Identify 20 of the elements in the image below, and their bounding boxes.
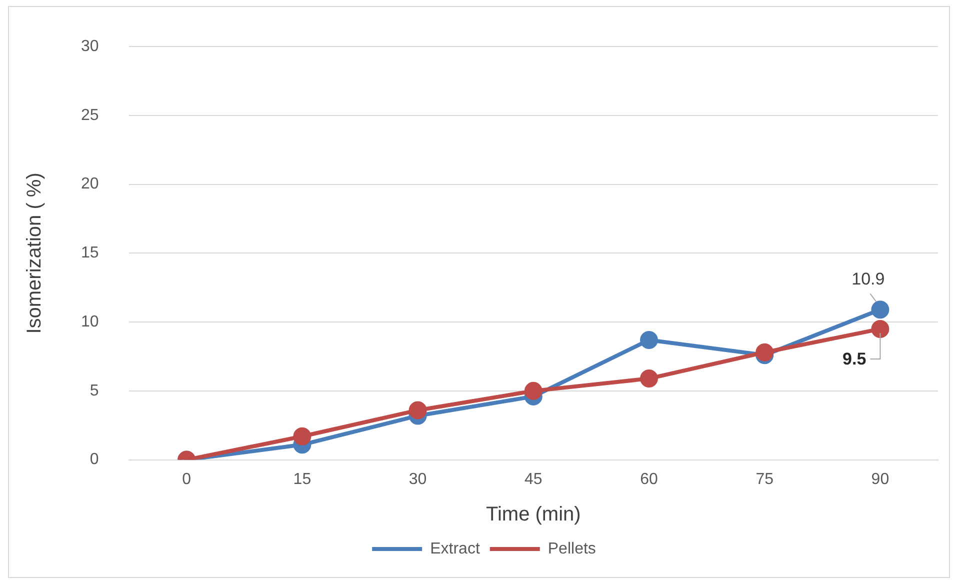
data-label: 10.9 (852, 269, 885, 288)
legend-label: Extract (430, 540, 480, 558)
x-tick-label: 0 (182, 470, 192, 488)
y-tick-label: 15 (81, 244, 99, 262)
x-tick-label: 60 (640, 470, 658, 488)
x-tick-label: 90 (871, 470, 890, 488)
x-tick-label: 45 (524, 470, 542, 488)
y-tick-label: 0 (90, 451, 99, 468)
y-tick-label: 10 (81, 313, 99, 330)
y-axis-title: Isomerization ( %) (24, 172, 46, 334)
data-label: 9.5 (842, 350, 866, 369)
y-tick-label: 20 (81, 176, 99, 193)
x-tick-label: 30 (408, 470, 427, 488)
y-tick-label: 5 (90, 382, 99, 400)
x-tick-label: 75 (756, 470, 774, 488)
y-tick-label: 30 (81, 38, 99, 56)
x-axis-title: Time (min) (486, 504, 581, 526)
legend-label: Pellets (548, 540, 596, 558)
x-tick-label: 15 (293, 470, 312, 488)
y-tick-label: 25 (81, 106, 99, 124)
